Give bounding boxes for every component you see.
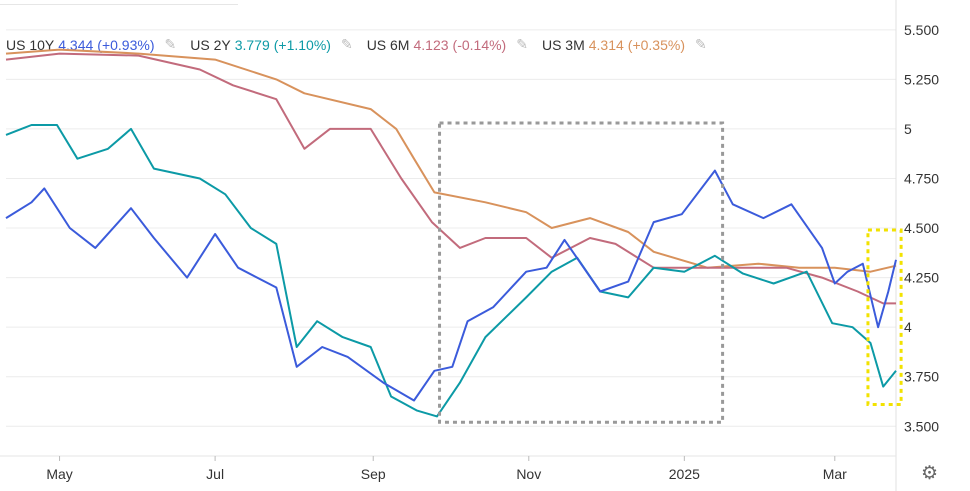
annotation-box-yellow bbox=[866, 228, 903, 406]
legend-name: US 10Y bbox=[6, 36, 55, 53]
y-tick-label: 3.500 bbox=[904, 418, 939, 434]
annotation-box-gray bbox=[438, 121, 725, 424]
x-tick-label: 2025 bbox=[669, 466, 700, 482]
x-tick-label: Mar bbox=[823, 466, 847, 482]
pencil-icon[interactable]: ✎ bbox=[340, 36, 353, 52]
legend-name: US 3M bbox=[541, 36, 585, 53]
y-tick-label: 4 bbox=[904, 319, 912, 335]
top-divider bbox=[0, 4, 238, 5]
legend-name: US 6M bbox=[366, 36, 410, 53]
y-tick-label: 4.500 bbox=[904, 220, 939, 236]
legend-name: US 2Y bbox=[190, 36, 231, 53]
legend-value: 4.123 bbox=[413, 36, 449, 53]
pencil-icon[interactable]: ✎ bbox=[164, 36, 177, 52]
legend-value: 3.779 bbox=[234, 36, 270, 53]
x-tick-label: Sep bbox=[361, 466, 386, 482]
series-line-us3m bbox=[5, 48, 897, 273]
y-tick-label: 4.750 bbox=[904, 170, 939, 186]
y-tick-label: 4.250 bbox=[904, 270, 939, 286]
legend-change: (+0.35%) bbox=[627, 36, 685, 53]
pencil-icon[interactable]: ✎ bbox=[695, 36, 707, 52]
y-tick-label: 5.250 bbox=[904, 71, 939, 87]
series-line-us6m bbox=[5, 52, 896, 305]
gear-icon[interactable]: ⚙ bbox=[921, 463, 939, 484]
pencil-icon[interactable]: ✎ bbox=[516, 36, 528, 52]
legend-item-us10y[interactable]: US 10Y 4.344 (+0.93%) ✎ bbox=[6, 36, 176, 53]
x-tick-label: Jul bbox=[206, 466, 224, 482]
legend-change: (+1.10%) bbox=[273, 36, 331, 53]
y-tick-label: 5 bbox=[904, 121, 912, 137]
series-line-us2y bbox=[5, 124, 897, 418]
legend-item-us2y[interactable]: US 2Y 3.779 (+1.10%) ✎ bbox=[190, 36, 352, 53]
y-tick-label: 3.750 bbox=[904, 369, 939, 385]
legend-change: (-0.14%) bbox=[452, 36, 507, 53]
x-tick-label: May bbox=[46, 466, 72, 482]
y-tick-label: 5.500 bbox=[904, 22, 939, 38]
legend-item-us3m[interactable]: US 3M 4.314 (+0.35%) ✎ bbox=[542, 36, 707, 53]
legend-change: (+0.93%) bbox=[97, 36, 155, 53]
series-line-us10y bbox=[5, 169, 897, 402]
legend-item-us6m[interactable]: US 6M 4.123 (-0.14%) ✎ bbox=[367, 36, 528, 53]
legend-value: 4.314 bbox=[588, 36, 624, 53]
chart-legend: US 10Y 4.344 (+0.93%) ✎ US 2Y 3.779 (+1.… bbox=[6, 36, 707, 53]
x-tick-label: Nov bbox=[516, 466, 541, 482]
legend-value: 4.344 bbox=[58, 36, 94, 53]
